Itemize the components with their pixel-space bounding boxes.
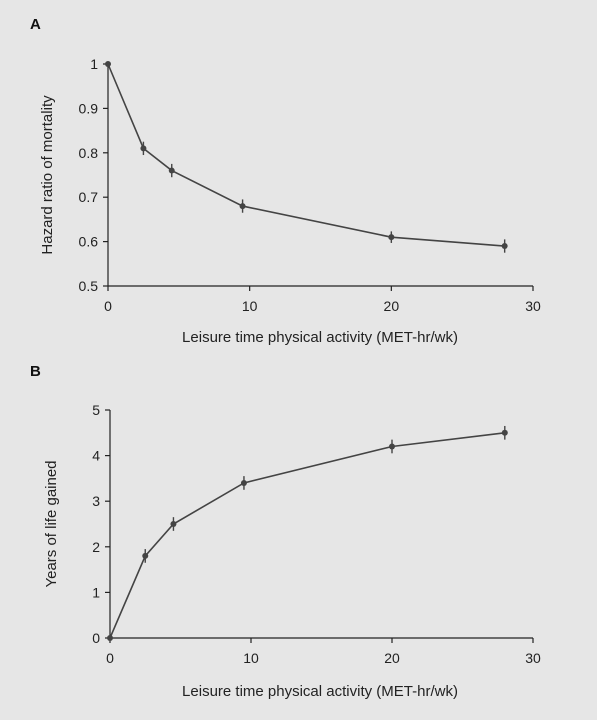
panel-b-series: [107, 425, 508, 641]
panel-a-data-point: [140, 145, 147, 152]
panel-b-letter: B: [30, 363, 41, 380]
panel-b-x-tick-label: 30: [525, 650, 541, 666]
panel-a-series: [105, 61, 508, 253]
panel-b-y-ticks: 0 1 2 3 4 5: [92, 402, 110, 646]
panel-a-data-point: [168, 167, 175, 174]
panel-a-x-tick-label: 0: [104, 298, 112, 314]
panel-a-x-tick-label: 10: [242, 298, 258, 314]
panel-b-y-tick-label: 1: [92, 584, 100, 600]
panel-b-data-point: [170, 521, 177, 527]
panel-a-x-axis-title: Leisure time physical activity (MET-hr/w…: [182, 329, 458, 346]
panel-b-y-axis-title: Years of life gained: [43, 460, 60, 587]
panel-a-letter: A: [30, 16, 41, 33]
panel-b-x-tick-label: 0: [106, 650, 114, 666]
panel-a-series-line: [107, 63, 505, 247]
panel-b-y-tick-label: 0: [92, 630, 100, 646]
panel-b-y-tick-label: 3: [92, 493, 100, 509]
panel-a-y-tick-label: 1: [90, 56, 98, 72]
panel-b-y-tick-label: 4: [92, 448, 100, 464]
panel-b: B 0 1 2 3 4 5 0 10 20 30 Leisure time physical a…: [30, 363, 541, 700]
panel-b-data-point: [389, 443, 395, 450]
panel-b-y-tick-label: 5: [92, 402, 100, 418]
panel-b-axes: [109, 410, 533, 639]
panel-a-y-tick-label: 0.6: [79, 234, 99, 250]
panel-b-x-tick-label: 20: [384, 650, 400, 666]
panel-a: A 0.5 0.6 0.7 0.8 0.9 1 0 10 20 30 Leisure time …: [30, 16, 541, 346]
panel-a-y-tick-label: 0.5: [79, 278, 99, 294]
panel-a-x-ticks: 0 10 20 30: [104, 286, 541, 314]
panel-b-data-point: [240, 479, 247, 486]
panel-a-data-point: [105, 61, 111, 67]
panel-a-x-tick-label: 30: [525, 298, 541, 314]
panel-b-data-point: [107, 635, 113, 641]
panel-a-data-point: [388, 234, 395, 241]
panel-a-x-tick-label: 20: [384, 298, 400, 314]
panel-b-y-tick-label: 2: [92, 539, 100, 555]
panel-b-x-ticks: 0 10 20 30: [106, 638, 541, 666]
panel-a-y-tick-label: 0.8: [79, 145, 99, 161]
panel-b-data-point: [142, 552, 149, 559]
panel-a-y-ticks: 0.5 0.6 0.7 0.8 0.9 1: [79, 56, 108, 294]
panel-a-axes: [107, 64, 533, 287]
panel-a-y-axis-title: Hazard ratio of mortality: [39, 95, 56, 255]
panel-a-data-point: [239, 203, 246, 210]
panel-b-x-tick-label: 10: [243, 650, 259, 666]
panel-b-data-point: [501, 429, 508, 436]
panel-a-y-tick-label: 0.9: [79, 100, 99, 116]
panel-a-data-point: [501, 243, 508, 250]
panel-b-series-line: [109, 432, 505, 639]
panel-b-x-axis-title: Leisure time physical activity (MET-hr/w…: [182, 683, 458, 700]
panel-a-y-tick-label: 0.7: [79, 189, 99, 205]
